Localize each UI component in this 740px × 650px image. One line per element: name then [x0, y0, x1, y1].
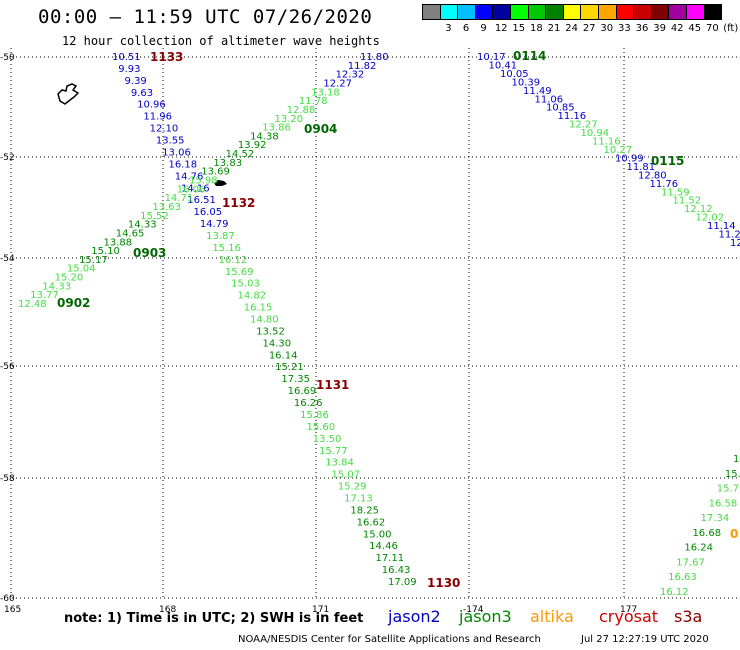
swh-value: 17.11: [375, 553, 404, 564]
time-label: 1132: [222, 196, 255, 210]
swh-value: 12.10: [150, 124, 179, 135]
swh-value: 17.13: [344, 493, 373, 504]
legend-jason2: jason2: [388, 607, 441, 626]
swh-value: 10.96: [137, 100, 166, 111]
swh-value: 17.35: [281, 374, 310, 385]
time-label: 0904: [304, 122, 337, 136]
swh-value: 15.29: [338, 482, 367, 493]
lat-label: -56: [0, 362, 15, 372]
time-label: 0114: [513, 49, 546, 63]
legend-s3a: s3a: [674, 607, 702, 626]
time-label: 0902: [57, 296, 90, 310]
lat-label: -52: [0, 153, 15, 163]
swh-value: 14: [733, 454, 740, 465]
swh-value: 16.63: [668, 572, 697, 583]
swh-value: 13.55: [156, 136, 185, 147]
legend-cryosat: cryosat: [599, 607, 658, 626]
swh-value: 16.18: [168, 159, 197, 170]
swh-value: 12.00: [730, 238, 740, 249]
lon-label: 165: [4, 605, 21, 615]
swh-value: 16.12: [219, 255, 248, 266]
swh-value: 13.84: [325, 458, 354, 469]
swh-value: 10.51: [112, 52, 141, 63]
swh-value: 15.4: [725, 469, 740, 480]
swh-value: 9.63: [131, 88, 153, 99]
credit-line: NOAA/NESDIS Center for Satellite Applica…: [238, 634, 541, 645]
track-labels: 10.519.939.399.6310.9611.9612.1013.5513.…: [18, 49, 740, 598]
swh-value: 13.50: [313, 434, 342, 445]
lat-label: -60: [0, 594, 15, 604]
swh-value: 17.09: [388, 577, 417, 588]
swh-value: 16.14: [269, 350, 298, 361]
swh-value: 15.07: [332, 470, 361, 481]
swh-value: 11.80: [360, 52, 389, 63]
swh-value: 17.34: [701, 513, 730, 524]
time-label: 1133: [150, 50, 183, 64]
lat-label: -58: [0, 474, 15, 484]
swh-value: 15.60: [306, 422, 335, 433]
swh-value: 14.82: [237, 291, 266, 302]
time-label: 1131: [316, 378, 349, 392]
swh-value: 18.25: [350, 505, 379, 516]
swh-value: 15.77: [319, 446, 348, 457]
time-label: 1130: [427, 576, 460, 590]
swh-value: 16.15: [244, 303, 273, 314]
auckland-islands-shape: [58, 84, 78, 104]
footer-note: note: 1) Time is in UTC; 2) SWH is in fe…: [64, 611, 363, 626]
swh-value: 15.77: [717, 484, 740, 495]
swh-value: 16.58: [709, 498, 738, 509]
swh-value: 16.24: [684, 543, 713, 554]
swh-value: 17.67: [676, 557, 705, 568]
swh-value: 15.03: [231, 279, 260, 290]
swh-value: 9.39: [125, 76, 147, 87]
swh-value: 9.93: [118, 64, 140, 75]
legend-jason3: jason3: [459, 607, 512, 626]
swh-value: 15.69: [225, 267, 254, 278]
swh-value: 13.87: [206, 231, 235, 242]
lat-label: -54: [0, 254, 15, 264]
swh-value: 11.96: [143, 112, 172, 123]
swh-value: 15.21: [275, 362, 304, 373]
legend-altika: altika: [530, 607, 574, 626]
swh-value: 16.26: [294, 398, 323, 409]
swh-value: 16.69: [288, 386, 317, 397]
swh-value: 16.62: [357, 517, 386, 528]
swh-value: 16.05: [194, 207, 223, 218]
swh-value: 14.80: [250, 315, 279, 326]
generated-timestamp: Jul 27 12:27:19 UTC 2020: [581, 634, 709, 645]
time-label: 0: [730, 527, 738, 541]
wave-height-map: -50-52-54-56-58-60165 168 171 -174 177 10.51…: [0, 0, 740, 650]
swh-value: 15.86: [300, 410, 329, 421]
swh-value: 16.68: [692, 528, 721, 539]
swh-value: 15.00: [363, 529, 392, 540]
swh-value: 16.12: [660, 587, 689, 598]
swh-value: 14.30: [263, 338, 292, 349]
time-label: 0115: [651, 154, 684, 168]
swh-value: 13.52: [256, 326, 285, 337]
swh-value: 13.06: [162, 147, 191, 158]
time-label: 0903: [133, 246, 166, 260]
swh-value: 15.16: [212, 243, 241, 254]
swh-value: 14.46: [369, 541, 398, 552]
swh-value: 16.43: [382, 565, 411, 576]
swh-value: 14.79: [200, 219, 229, 230]
lat-label: -50: [0, 53, 15, 63]
